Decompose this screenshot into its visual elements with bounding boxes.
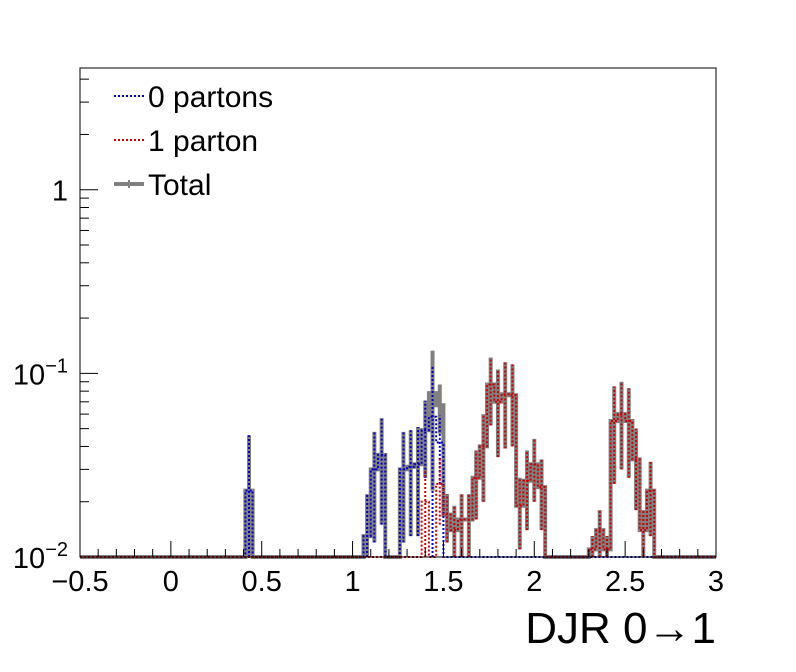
series-total	[80, 350, 716, 559]
legend-entry-0-partons: 0 partons	[114, 81, 273, 114]
x-tick-label: 1	[345, 566, 361, 598]
x-axis-title: DJR 0→1	[525, 604, 716, 653]
y-tick-label: 1	[52, 176, 68, 208]
series-0-partons	[80, 365, 716, 558]
x-tick-label: 0.5	[242, 566, 282, 598]
ticks-layer	[79, 78, 717, 558]
legend-label: 0 partons	[148, 81, 273, 114]
x-tick-label: 3	[708, 566, 724, 598]
legend-entry-1-parton: 1 parton	[114, 125, 258, 158]
series-line-1-parton	[80, 383, 716, 558]
x-tick-label: 2	[526, 566, 542, 598]
legend-label: Total	[148, 169, 211, 202]
x-tick-label: 2.5	[605, 566, 645, 598]
x-tick-label: 0	[163, 566, 179, 598]
y-tick-label: 10−1	[13, 355, 68, 391]
legend: 0 partons 1 parton Total	[114, 81, 273, 202]
y-tick-label: 10−2	[13, 539, 68, 575]
x-tick-label: −0.5	[51, 566, 108, 598]
x-tick-label: 1.5	[423, 566, 463, 598]
series-1-parton	[80, 357, 716, 558]
series-layer	[80, 350, 716, 559]
tick-labels-layer: −0.5 0 0.5 1 1.5 2 2.5 3 10−2 10−1 1	[13, 176, 724, 598]
legend-entry-total: Total	[114, 169, 211, 202]
plot-frame	[79, 67, 717, 558]
legend-label: 1 parton	[148, 125, 258, 158]
